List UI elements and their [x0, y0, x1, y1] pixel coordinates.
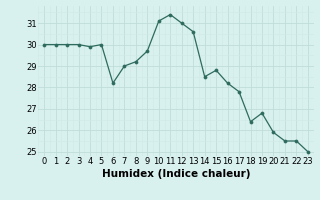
X-axis label: Humidex (Indice chaleur): Humidex (Indice chaleur) [102, 169, 250, 179]
